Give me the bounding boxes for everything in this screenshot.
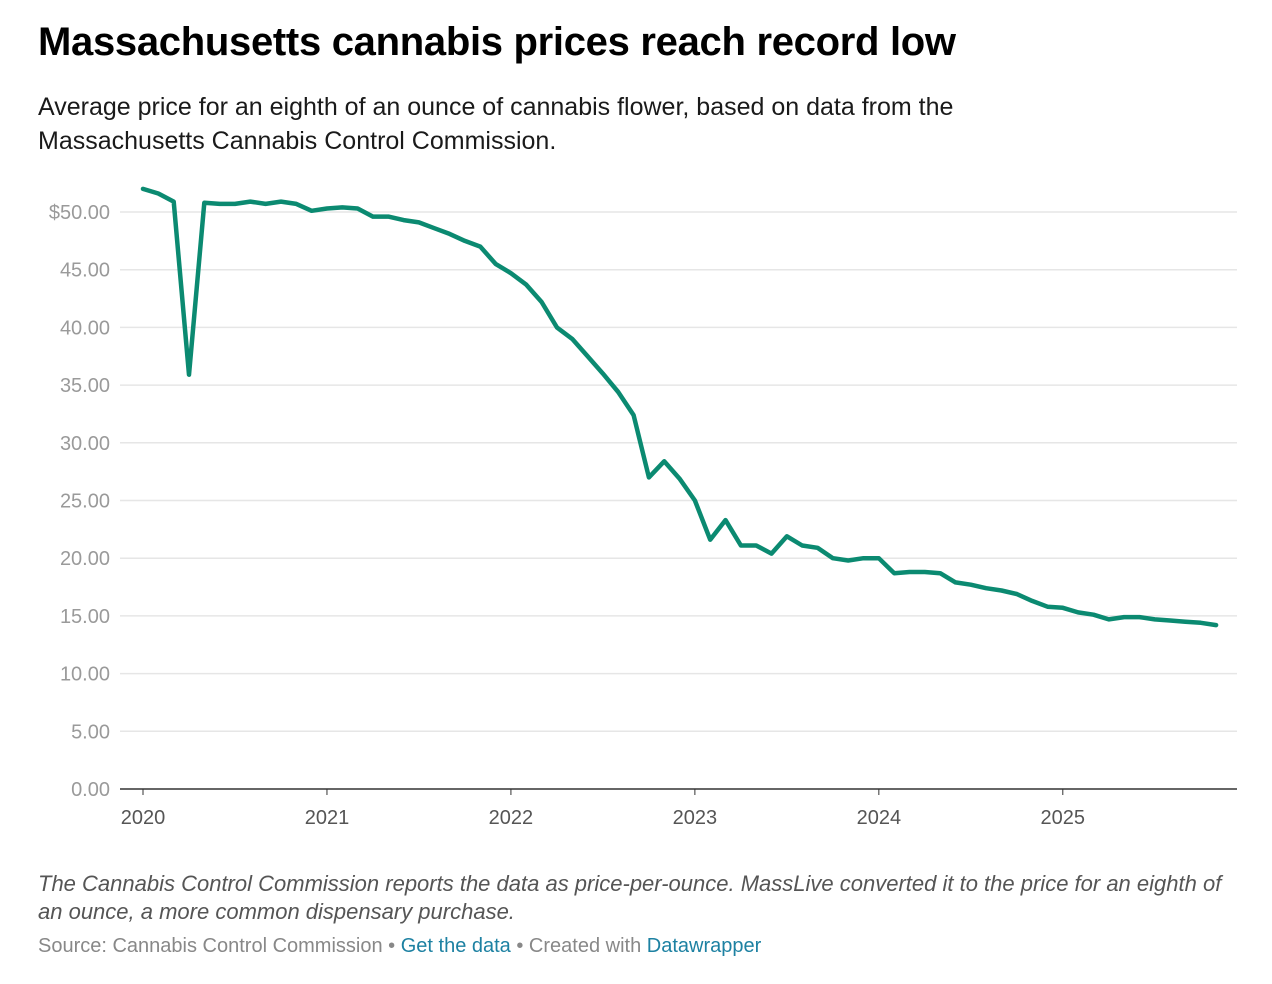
footer: Source: Cannabis Control Commission • Ge… [38, 935, 761, 958]
y-tick-label: 35.00 [60, 375, 110, 397]
y-tick-label: 30.00 [60, 433, 110, 455]
y-tick-label: 5.00 [71, 721, 110, 743]
x-tick-label: 2022 [489, 807, 534, 829]
y-tick-label: 10.00 [60, 664, 110, 686]
y-tick-label: 20.00 [60, 548, 110, 570]
y-tick-label: 15.00 [60, 606, 110, 628]
x-tick-label: 2021 [305, 807, 350, 829]
y-tick-label: 25.00 [60, 491, 110, 513]
y-tick-label: 40.00 [60, 317, 110, 339]
get-data-link[interactable]: Get the data [400, 935, 511, 957]
source-text: Source: Cannabis Control Commission [38, 935, 383, 957]
y-tick-label: $50.00 [49, 202, 110, 224]
x-tick-label: 2025 [1041, 807, 1086, 829]
x-tick-label: 2023 [673, 807, 718, 829]
chart-note: The Cannabis Control Commission reports … [38, 871, 1222, 924]
x-tick-label: 2020 [121, 807, 166, 829]
created-with-text: • Created with [510, 935, 647, 957]
price-line [140, 186, 1219, 628]
datawrapper-link[interactable]: Datawrapper [646, 935, 762, 957]
separator: • [382, 935, 401, 957]
x-tick-label: 2024 [857, 807, 902, 829]
chart-subtitle: Average price for an eighth of an ounce … [38, 93, 954, 155]
chart-title: Massachusetts cannabis prices reach reco… [38, 20, 956, 64]
y-tick-label: 45.00 [60, 260, 110, 282]
line-chart: 0.00 5.00 10.00 15.00 20.00 25.00 30.00 35.00 40… [49, 186, 1237, 829]
y-tick-label: 0.00 [71, 779, 110, 801]
